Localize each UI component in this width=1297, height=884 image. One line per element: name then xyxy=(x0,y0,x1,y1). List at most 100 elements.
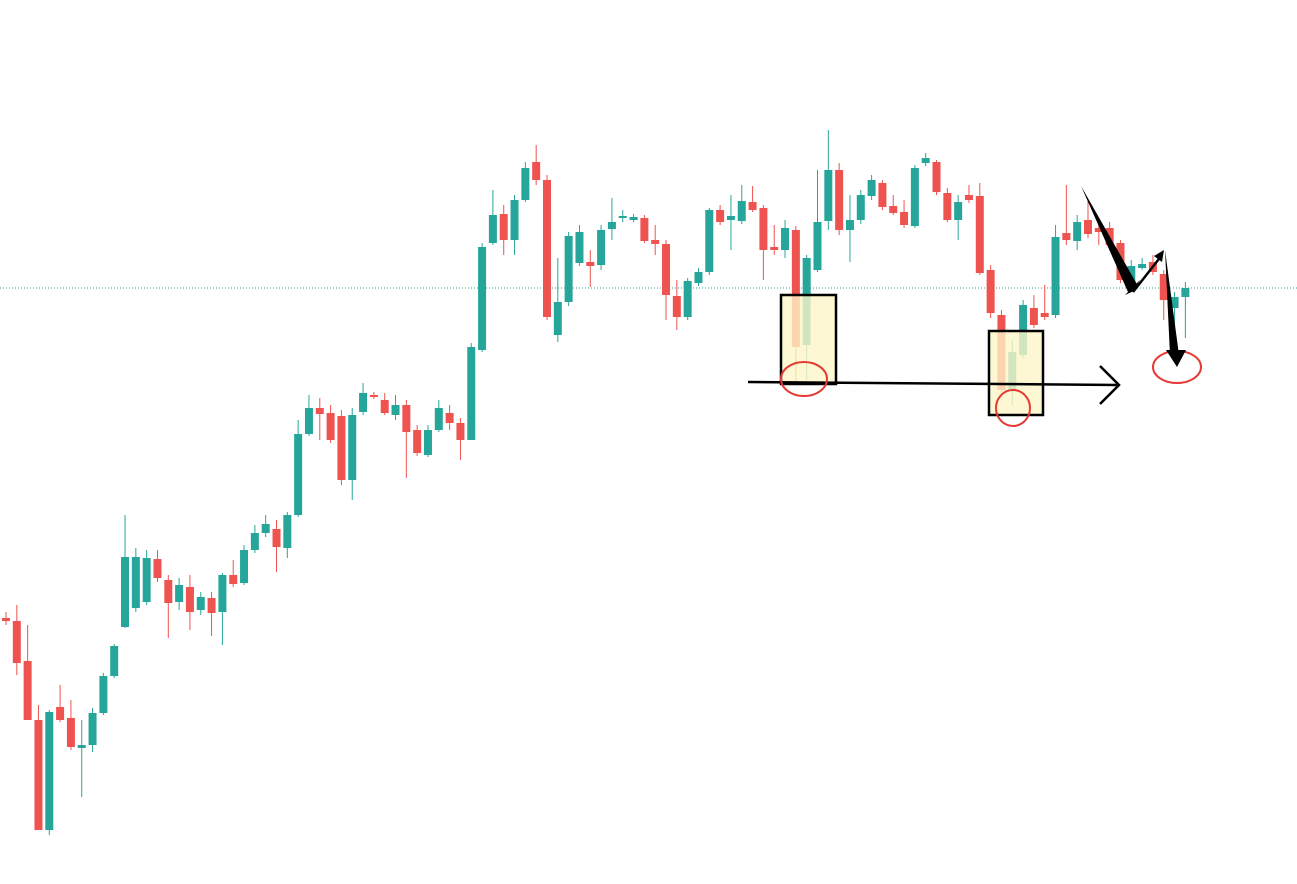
candle-body xyxy=(1040,313,1049,317)
candle-body xyxy=(23,661,32,720)
circle-marker xyxy=(995,389,1031,427)
candle-body xyxy=(66,718,75,747)
candle-body xyxy=(142,558,151,602)
candle-body xyxy=(88,713,97,745)
candle-body xyxy=(434,408,443,430)
candle-body xyxy=(153,559,162,578)
arrow xyxy=(1132,254,1163,293)
candle-body xyxy=(359,393,368,412)
candle-body xyxy=(1051,237,1060,315)
candle-body xyxy=(2,618,10,621)
candle-body xyxy=(326,413,335,440)
candle-body xyxy=(423,430,432,455)
candle-body xyxy=(175,585,184,602)
candle-body xyxy=(250,533,259,550)
candle-body xyxy=(640,218,649,241)
candle-body xyxy=(543,180,551,317)
candle-body xyxy=(575,232,584,263)
candle-body xyxy=(456,423,465,440)
candle-body xyxy=(867,180,876,196)
candle-body xyxy=(694,272,703,283)
candle-body xyxy=(813,222,822,270)
annotations xyxy=(747,186,1202,427)
candle-body xyxy=(878,183,887,207)
candle-body xyxy=(1170,297,1179,308)
candle-body xyxy=(110,646,119,676)
arrow-head xyxy=(1099,365,1121,405)
candle-body xyxy=(45,712,54,830)
candle-body xyxy=(488,215,497,243)
candle-body xyxy=(791,230,800,347)
candle-body xyxy=(716,210,725,222)
candle-body xyxy=(240,550,249,583)
candle-body xyxy=(586,262,595,266)
candle-body xyxy=(986,270,995,313)
candle-body xyxy=(478,247,487,350)
candle-body xyxy=(845,220,854,230)
candle-body xyxy=(261,524,270,533)
candle-body xyxy=(510,200,519,240)
candle-body xyxy=(781,228,790,250)
candles xyxy=(2,130,1190,835)
candle-body xyxy=(597,230,606,265)
candle-body xyxy=(304,408,313,434)
candle-body xyxy=(1084,220,1092,234)
candle-body xyxy=(1181,288,1190,297)
candle-body xyxy=(207,598,216,613)
candle-body xyxy=(164,580,173,603)
candle-body xyxy=(294,434,303,515)
candle-body xyxy=(413,430,422,453)
candle-body xyxy=(618,216,627,218)
arrow-head xyxy=(1166,350,1186,367)
candle-body xyxy=(1073,222,1082,241)
candle-body xyxy=(662,244,671,295)
candle-body xyxy=(196,597,205,610)
arrow xyxy=(1081,186,1138,292)
candle-body xyxy=(629,217,638,220)
candle-body xyxy=(748,202,757,210)
candle-body xyxy=(1159,274,1168,300)
arrow-head xyxy=(1154,250,1164,262)
candle-body xyxy=(910,168,919,226)
candle-body xyxy=(56,707,65,720)
candle-body xyxy=(683,281,692,317)
candle-body xyxy=(1138,264,1147,268)
candle-body xyxy=(900,212,909,225)
candle-body xyxy=(445,413,454,423)
candle-body xyxy=(932,162,941,192)
highlight-box xyxy=(779,293,838,386)
candle-body xyxy=(402,405,411,432)
candle-body xyxy=(391,405,400,415)
candle-body xyxy=(726,216,735,220)
candle-body xyxy=(964,195,973,200)
candle-body xyxy=(672,296,681,317)
candle-body xyxy=(770,247,779,250)
candle-body xyxy=(705,210,714,272)
candle-body xyxy=(889,206,898,213)
candle-body xyxy=(921,158,930,163)
candle-body xyxy=(229,575,238,584)
candle-body xyxy=(499,214,508,240)
candle-body xyxy=(651,240,660,244)
candle-body xyxy=(532,162,541,180)
candle-body xyxy=(380,400,389,413)
candle-body xyxy=(759,208,768,250)
candle-body xyxy=(954,202,963,220)
candle-body xyxy=(943,193,952,220)
candle-body xyxy=(607,222,616,229)
candle-body xyxy=(824,170,833,221)
circle-marker xyxy=(780,361,828,397)
candle-body xyxy=(283,515,292,548)
candle-body xyxy=(835,170,844,230)
candle-body xyxy=(521,168,530,200)
arrow xyxy=(1165,250,1179,355)
candle-body xyxy=(369,395,378,397)
candle-body xyxy=(315,408,324,414)
candle-body xyxy=(131,557,140,608)
candle-body xyxy=(337,416,346,480)
candle-body xyxy=(218,575,227,612)
candle-body xyxy=(553,302,562,335)
candle-body xyxy=(737,201,746,221)
candle-body xyxy=(34,720,43,830)
